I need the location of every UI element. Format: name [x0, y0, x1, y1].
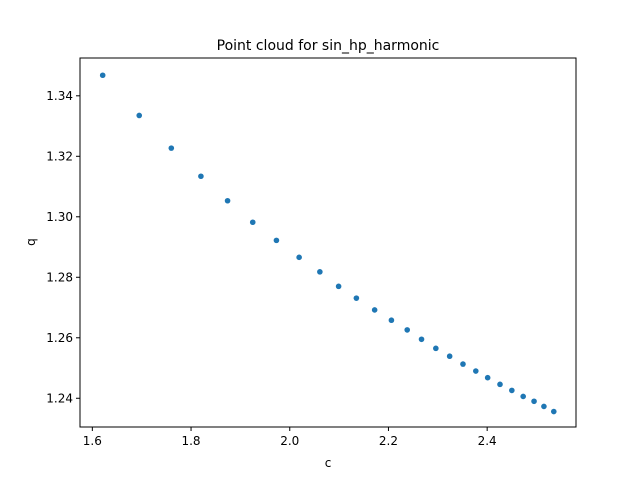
data-point-1 [136, 112, 143, 119]
data-point-13 [404, 327, 411, 333]
data-point-3 [198, 173, 204, 180]
data-point-20 [497, 381, 503, 388]
data-point-6 [273, 237, 280, 244]
data-point-21 [509, 387, 515, 394]
data-point-17 [460, 361, 466, 367]
data-point-22 [520, 393, 526, 400]
data-point-16 [446, 353, 453, 360]
y-tick-label-5: 1.34 [46, 89, 73, 103]
data-point-10 [353, 295, 360, 301]
x-tick-label-2: 2.0 [280, 434, 299, 448]
data-point-9 [335, 283, 342, 290]
data-point-11 [371, 307, 378, 313]
data-point-4 [224, 197, 231, 204]
points-layer [99, 72, 557, 415]
data-point-0 [99, 72, 106, 79]
y-ticks: 1.24 1.26 1.28 1.30 1.32 1.34 [46, 89, 80, 405]
x-tick-label-1: 1.8 [181, 434, 200, 448]
x-axis-label: c [325, 456, 332, 470]
x-tick-label-3: 2.2 [379, 434, 398, 448]
data-point-8 [317, 269, 323, 275]
data-point-12 [388, 317, 395, 324]
data-point-2 [168, 145, 175, 151]
x-ticks: 1.6 1.8 2.0 2.2 2.4 [83, 427, 497, 448]
y-tick-label-0: 1.24 [46, 391, 73, 405]
data-point-18 [473, 368, 479, 374]
plot-area-frame [79, 57, 577, 428]
data-point-25 [550, 408, 557, 415]
x-tick-label-0: 1.6 [83, 434, 102, 448]
y-axis-label: q [24, 238, 38, 246]
data-point-19 [484, 374, 491, 381]
x-tick-label-4: 2.4 [478, 434, 497, 448]
y-tick-label-4: 1.32 [46, 149, 73, 163]
data-point-15 [433, 345, 439, 352]
y-tick-label-3: 1.30 [46, 210, 73, 224]
y-tick-label-1: 1.26 [46, 331, 73, 345]
data-point-7 [296, 254, 302, 261]
y-tick-label-2: 1.28 [46, 270, 73, 284]
data-point-14 [418, 336, 425, 343]
data-point-23 [531, 398, 537, 405]
chart-title: Point cloud for sin_hp_harmonic [217, 38, 440, 54]
data-point-24 [541, 403, 547, 410]
data-point-5 [249, 219, 256, 226]
